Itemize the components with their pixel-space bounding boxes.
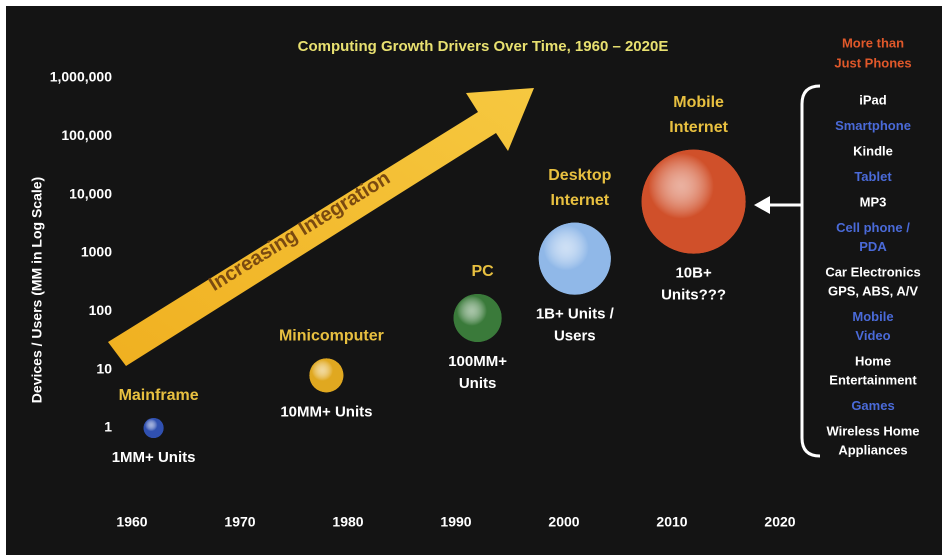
bubble-note: 10B+: [675, 265, 712, 282]
bubble-name: PC: [471, 263, 494, 280]
panel-item: Home: [855, 353, 891, 368]
bubble-note: 1MM+ Units: [112, 449, 196, 466]
panel-item: Mobile: [852, 309, 893, 324]
bracket: [800, 84, 821, 458]
chart-title: Computing Growth Drivers Over Time, 1960…: [298, 38, 669, 55]
x-tick-label: 1970: [224, 514, 255, 530]
y-tick-label: 10,000: [69, 185, 112, 201]
bubble-note: 1B+ Units /: [536, 306, 615, 323]
x-tick-label: 1960: [116, 514, 147, 530]
y-tick-label: 1000: [81, 244, 112, 260]
panel-item: Video: [855, 328, 890, 343]
bubble-name: Mobile: [673, 94, 724, 111]
panel-item: Kindle: [853, 143, 893, 158]
bubble-note: Units???: [661, 287, 726, 304]
bubble-name: Desktop: [548, 167, 611, 184]
panel-title: More than: [842, 35, 904, 50]
panel-item: Wireless Home: [826, 423, 919, 438]
bubble-shine: [538, 222, 611, 295]
y-tick-label: 1,000,000: [50, 69, 112, 85]
panel-item: MP3: [860, 194, 887, 209]
bubble-name: Internet: [550, 192, 609, 209]
pointer-head: [754, 196, 770, 214]
panel-item: Entertainment: [829, 372, 917, 387]
panel-item: Tablet: [854, 169, 892, 184]
y-tick-label: 10: [96, 360, 112, 376]
x-tick-label: 2010: [656, 514, 687, 530]
panel-item: Appliances: [838, 442, 907, 457]
bubble-note: Users: [554, 328, 596, 345]
y-tick-label: 100,000: [61, 127, 112, 143]
y-tick-label: 100: [89, 302, 113, 318]
x-tick-label: 1980: [332, 514, 363, 530]
panel-title: Just Phones: [834, 55, 911, 70]
panel-item: Smartphone: [835, 118, 911, 133]
bubble-name: Mainframe: [119, 387, 199, 404]
x-tick-label: 2020: [764, 514, 795, 530]
bubble-name: Internet: [669, 119, 728, 136]
panel-item: iPad: [859, 92, 887, 107]
bubble-name: Minicomputer: [279, 328, 384, 345]
bubble-shine: [143, 418, 164, 438]
integration-arrow: [108, 88, 534, 366]
panel-item: Cell phone /: [836, 220, 910, 235]
x-tick-label: 2000: [548, 514, 579, 530]
panel-item: Games: [851, 398, 894, 413]
bubble-note: 10MM+ Units: [280, 403, 372, 420]
bubble-shine: [641, 149, 746, 254]
panel-item: Car Electronics: [825, 264, 920, 279]
y-axis-label: Devices / Users (MM in Log Scale): [29, 177, 45, 403]
panel-item: PDA: [859, 239, 887, 254]
panel-item: GPS, ABS, A/V: [828, 283, 918, 298]
y-tick-label: 1: [104, 419, 112, 435]
bubble-shine: [309, 358, 344, 393]
bubble-shine: [453, 293, 502, 342]
bubbles: Mainframe 1MM+ Units Minicomputer 10MM+ Uni…: [112, 94, 746, 466]
x-tick-label: 1990: [440, 514, 471, 530]
bubble-note: 100MM+: [448, 353, 507, 370]
bubble-note: Units: [459, 375, 497, 392]
